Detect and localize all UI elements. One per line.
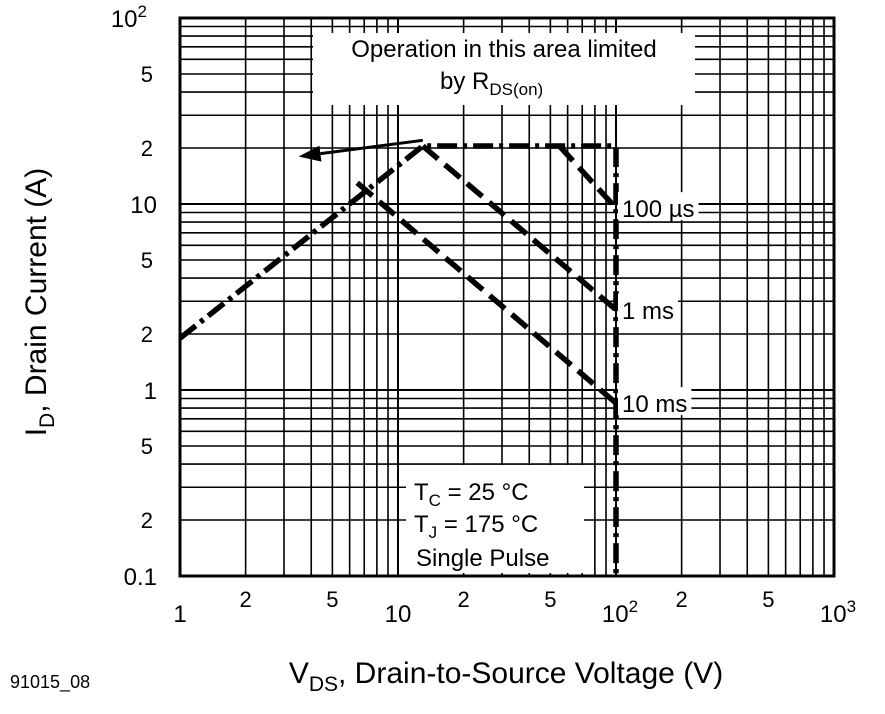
chart-series bbox=[178, 143, 619, 576]
x-tick-minor-label: 5 bbox=[326, 587, 338, 612]
y-tick-label: 10 bbox=[130, 192, 157, 219]
y-tick-label: 102 bbox=[111, 2, 147, 33]
x-tick-label: 1 bbox=[173, 601, 186, 628]
x-tick-minor-label: 2 bbox=[239, 587, 251, 612]
series-line-4 bbox=[557, 144, 619, 210]
rds-limit-annotation-box bbox=[313, 33, 695, 105]
x-tick-minor-label: 5 bbox=[762, 587, 774, 612]
condition-tj: TJ = 175 °C bbox=[414, 511, 538, 542]
y-tick-label: 0.1 bbox=[124, 564, 157, 591]
x-tick-minor-label: 2 bbox=[457, 587, 469, 612]
condition-tc: TC = 25 °C bbox=[414, 479, 529, 510]
x-tick-label: 103 bbox=[820, 597, 856, 628]
line-label-bg bbox=[618, 192, 699, 221]
arrow-shaft bbox=[320, 138, 424, 156]
y-tick-minor-label: 5 bbox=[141, 62, 153, 87]
x-tick-label: 10 bbox=[385, 601, 412, 628]
rds-limit-annotation-line2: by RDS(on) bbox=[440, 68, 543, 99]
rds-limit-arrow bbox=[298, 138, 424, 162]
line-label-bg bbox=[618, 293, 679, 322]
series-line-3 bbox=[355, 180, 618, 406]
y-tick-minor-label: 2 bbox=[141, 322, 153, 347]
line-label-3: 10 ms bbox=[622, 391, 687, 418]
figure-id: 91015_08 bbox=[10, 672, 90, 693]
y-tick-minor-label: 2 bbox=[141, 136, 153, 161]
x-tick-label: 102 bbox=[602, 597, 638, 628]
x-axis-title: VDS, Drain-to-Source Voltage (V) bbox=[289, 657, 723, 696]
conditions-box bbox=[406, 465, 584, 573]
x-tick-minor-label: 2 bbox=[675, 587, 687, 612]
plot-frame bbox=[178, 16, 836, 578]
y-tick-label: 1 bbox=[144, 378, 157, 405]
condition-pulse: Single Pulse bbox=[416, 545, 549, 572]
line-labels: 100 µs 1 ms 10 ms bbox=[618, 192, 699, 418]
series-line-2 bbox=[421, 143, 618, 312]
y-tick-minor-label: 5 bbox=[141, 248, 153, 273]
line-label-1: 100 µs bbox=[622, 196, 695, 223]
y-tick-minor-label: 5 bbox=[141, 434, 153, 459]
line-label-bg bbox=[618, 387, 692, 416]
series-line-1 bbox=[178, 143, 619, 576]
x-tick-minor-label: 5 bbox=[544, 587, 556, 612]
arrow-head bbox=[298, 145, 322, 162]
y-axis-title: ID, Drain Current (A) bbox=[20, 168, 59, 437]
line-label-2: 1 ms bbox=[622, 298, 674, 325]
tick-labels: 1 10 102 103 2 5 2 5 2 5 0.1 1 10 102 2 5 2 5 2 5 bbox=[111, 2, 856, 628]
y-tick-minor-label: 2 bbox=[141, 508, 153, 533]
rds-limit-annotation-line1: Operation in this area limited bbox=[351, 36, 656, 63]
